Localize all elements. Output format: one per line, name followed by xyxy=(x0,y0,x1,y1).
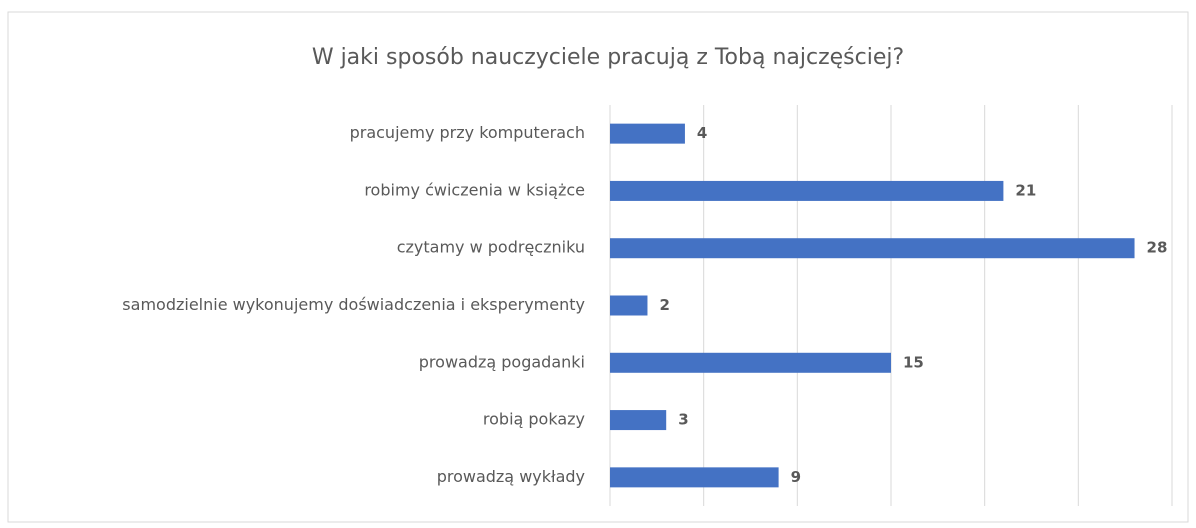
chart-title: W jaki sposób nauczyciele pracują z Tobą… xyxy=(312,45,904,70)
data-label: 4 xyxy=(697,124,707,142)
chart-border xyxy=(7,11,1189,523)
data-label: 28 xyxy=(1147,239,1168,257)
y-tick-label: samodzielnie wykonujemy doświadczenia i … xyxy=(122,295,585,314)
data-label: 9 xyxy=(791,468,801,486)
bar xyxy=(610,180,1004,201)
bar xyxy=(610,352,891,373)
data-label: 3 xyxy=(678,411,688,429)
bar xyxy=(610,123,685,144)
bar xyxy=(610,238,1135,259)
bar xyxy=(610,410,667,431)
bar xyxy=(610,467,779,488)
data-label: 21 xyxy=(1015,181,1036,199)
y-tick-label: robią pokazy xyxy=(483,410,585,429)
y-tick-label: czytamy w podręczniku xyxy=(397,238,585,257)
data-label: 2 xyxy=(659,296,669,314)
bar xyxy=(610,295,648,316)
y-tick-label: robimy ćwiczenia w książce xyxy=(364,180,585,199)
y-tick-label: pracujemy przy komputerach xyxy=(350,123,585,142)
data-label: 15 xyxy=(903,353,924,371)
y-tick-label: prowadzą wykłady xyxy=(437,467,585,486)
y-tick-label: prowadzą pogadanki xyxy=(419,352,585,371)
